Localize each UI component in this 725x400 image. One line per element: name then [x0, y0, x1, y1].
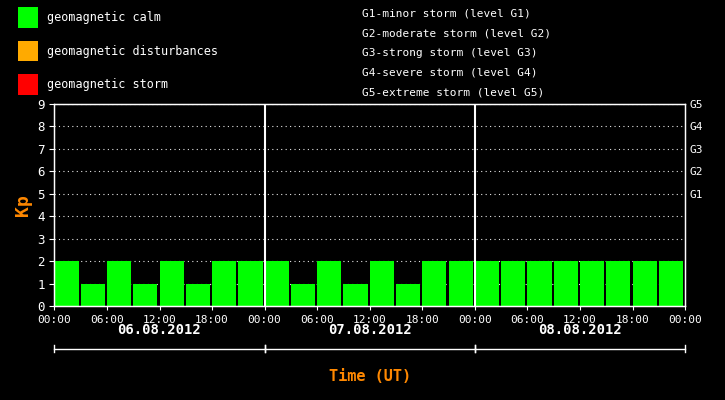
Bar: [501, 261, 526, 306]
FancyBboxPatch shape: [18, 7, 38, 28]
Bar: [554, 261, 578, 306]
FancyBboxPatch shape: [18, 74, 38, 95]
Text: geomagnetic storm: geomagnetic storm: [47, 78, 168, 91]
Text: G4-severe storm (level G4): G4-severe storm (level G4): [362, 68, 538, 78]
Text: G1-minor storm (level G1): G1-minor storm (level G1): [362, 8, 531, 18]
Text: G5-extreme storm (level G5): G5-extreme storm (level G5): [362, 88, 544, 98]
Text: geomagnetic disturbances: geomagnetic disturbances: [47, 44, 218, 58]
Text: 07.08.2012: 07.08.2012: [328, 323, 412, 337]
Bar: [449, 261, 473, 306]
Bar: [370, 261, 394, 306]
Bar: [632, 261, 657, 306]
Bar: [239, 261, 262, 306]
Bar: [606, 261, 631, 306]
Bar: [265, 261, 289, 306]
Bar: [80, 284, 105, 306]
Text: Time (UT): Time (UT): [328, 369, 411, 384]
Bar: [344, 284, 368, 306]
Bar: [107, 261, 131, 306]
Bar: [212, 261, 236, 306]
Text: G3-strong storm (level G3): G3-strong storm (level G3): [362, 48, 538, 58]
Bar: [291, 284, 315, 306]
FancyBboxPatch shape: [18, 41, 38, 61]
Bar: [396, 284, 420, 306]
Bar: [54, 261, 78, 306]
Text: geomagnetic calm: geomagnetic calm: [47, 11, 161, 24]
Y-axis label: Kp: Kp: [14, 194, 32, 216]
Bar: [186, 284, 210, 306]
Text: G2-moderate storm (level G2): G2-moderate storm (level G2): [362, 28, 552, 38]
Bar: [659, 261, 683, 306]
Text: 06.08.2012: 06.08.2012: [117, 323, 202, 337]
Bar: [317, 261, 341, 306]
Bar: [422, 261, 447, 306]
Bar: [160, 261, 183, 306]
Bar: [527, 261, 552, 306]
Bar: [133, 284, 157, 306]
Text: 08.08.2012: 08.08.2012: [538, 323, 622, 337]
Bar: [580, 261, 604, 306]
Bar: [475, 261, 499, 306]
